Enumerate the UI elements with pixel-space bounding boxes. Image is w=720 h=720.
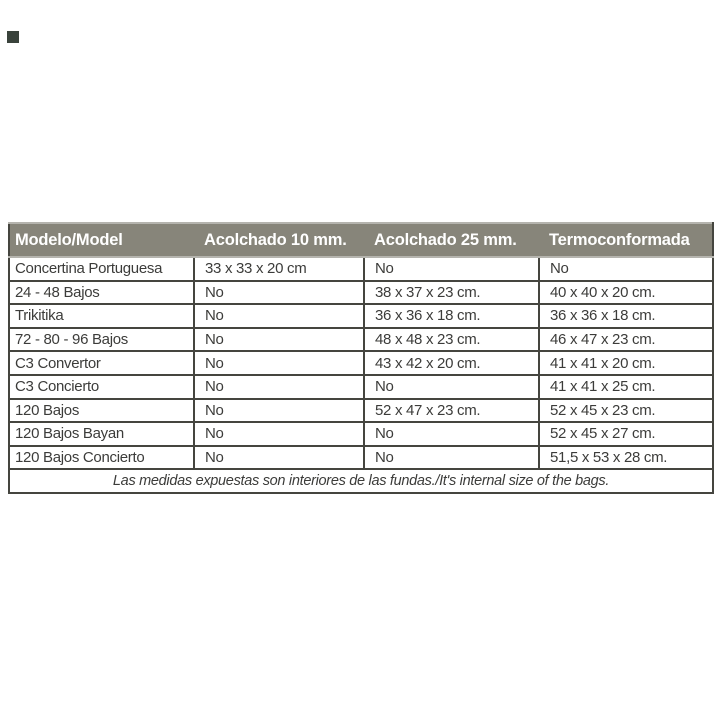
header-cell-acolchado-25: Acolchado 25 mm. xyxy=(364,223,539,258)
cell-acolchado25: No xyxy=(363,422,540,447)
cell-acolchado25: 48 x 48 x 23 cm. xyxy=(363,327,540,353)
cell-termo: 46 x 47 x 23 cm. xyxy=(538,327,713,353)
sizes-table-container: Modelo/Model Acolchado 10 mm. Acolchado … xyxy=(8,222,714,494)
cell-acolchado10: No xyxy=(193,422,365,447)
cell-model: Concertina Portuguesa xyxy=(9,257,195,282)
header-cell-acolchado-10: Acolchado 10 mm. xyxy=(194,223,364,258)
cell-termo: No xyxy=(538,257,713,282)
cell-acolchado10: No xyxy=(193,327,365,353)
cell-termo: 36 x 36 x 18 cm. xyxy=(538,304,713,329)
cell-model: 120 Bajos Concierto xyxy=(9,445,195,471)
cell-acolchado10: 33 x 33 x 20 cm xyxy=(193,257,365,282)
header-cell-modelo: Modelo/Model xyxy=(9,223,194,258)
cell-acolchado10: No xyxy=(193,351,365,376)
table-row: 120 Bajos Bayan No No 52 x 45 x 27 cm. xyxy=(9,422,713,447)
cell-acolchado10: No xyxy=(193,398,365,424)
cell-acolchado10: No xyxy=(193,280,365,306)
cell-acolchado25: 52 x 47 x 23 cm. xyxy=(363,398,540,424)
cell-acolchado25: No xyxy=(363,374,540,400)
cell-model: 24 - 48 Bajos xyxy=(9,280,195,306)
table-row: 120 Bajos Concierto No No 51,5 x 53 x 28… xyxy=(9,445,713,471)
cell-acolchado10: No xyxy=(193,445,365,471)
cell-model: C3 Concierto xyxy=(9,374,195,400)
table-row: Trikitika No 36 x 36 x 18 cm. 36 x 36 x … xyxy=(9,304,713,329)
cell-model: Trikitika xyxy=(9,304,195,329)
corner-square-mark xyxy=(7,31,19,43)
header-cell-termoconformada: Termoconformada xyxy=(539,223,713,258)
cell-termo: 51,5 x 53 x 28 cm. xyxy=(538,445,713,471)
cell-acolchado25: 43 x 42 x 20 cm. xyxy=(363,351,540,376)
cell-termo: 52 x 45 x 27 cm. xyxy=(538,422,713,447)
table-row: Concertina Portuguesa 33 x 33 x 20 cm No… xyxy=(9,257,713,282)
cell-model: 120 Bajos xyxy=(9,398,195,424)
table-row: C3 Convertor No 43 x 42 x 20 cm. 41 x 41… xyxy=(9,351,713,376)
accordion-case-sizes-table: Modelo/Model Acolchado 10 mm. Acolchado … xyxy=(8,222,714,494)
cell-termo: 52 x 45 x 23 cm. xyxy=(538,398,713,424)
cell-termo: 40 x 40 x 20 cm. xyxy=(538,280,713,306)
table-row: C3 Concierto No No 41 x 41 x 25 cm. xyxy=(9,374,713,400)
cell-acolchado25: 38 x 37 x 23 cm. xyxy=(363,280,540,306)
table-row: 120 Bajos No 52 x 47 x 23 cm. 52 x 45 x … xyxy=(9,398,713,424)
cell-model: C3 Convertor xyxy=(9,351,195,376)
cell-acolchado25: No xyxy=(363,445,540,471)
table-footer-row: Las medidas expuestas son interiores de … xyxy=(9,468,713,493)
cell-acolchado10: No xyxy=(193,304,365,329)
cell-model: 72 - 80 - 96 Bajos xyxy=(9,327,195,353)
table-row: 72 - 80 - 96 Bajos No 48 x 48 x 23 cm. 4… xyxy=(9,327,713,353)
cell-termo: 41 x 41 x 25 cm. xyxy=(538,374,713,400)
cell-model: 120 Bajos Bayan xyxy=(9,422,195,447)
cell-termo: 41 x 41 x 20 cm. xyxy=(538,351,713,376)
footer-note: Las medidas expuestas son interiores de … xyxy=(9,468,713,493)
cell-acolchado25: No xyxy=(363,257,540,282)
table-row: 24 - 48 Bajos No 38 x 37 x 23 cm. 40 x 4… xyxy=(9,280,713,306)
cell-acolchado10: No xyxy=(193,374,365,400)
cell-acolchado25: 36 x 36 x 18 cm. xyxy=(363,304,540,329)
table-header-row: Modelo/Model Acolchado 10 mm. Acolchado … xyxy=(9,223,713,258)
